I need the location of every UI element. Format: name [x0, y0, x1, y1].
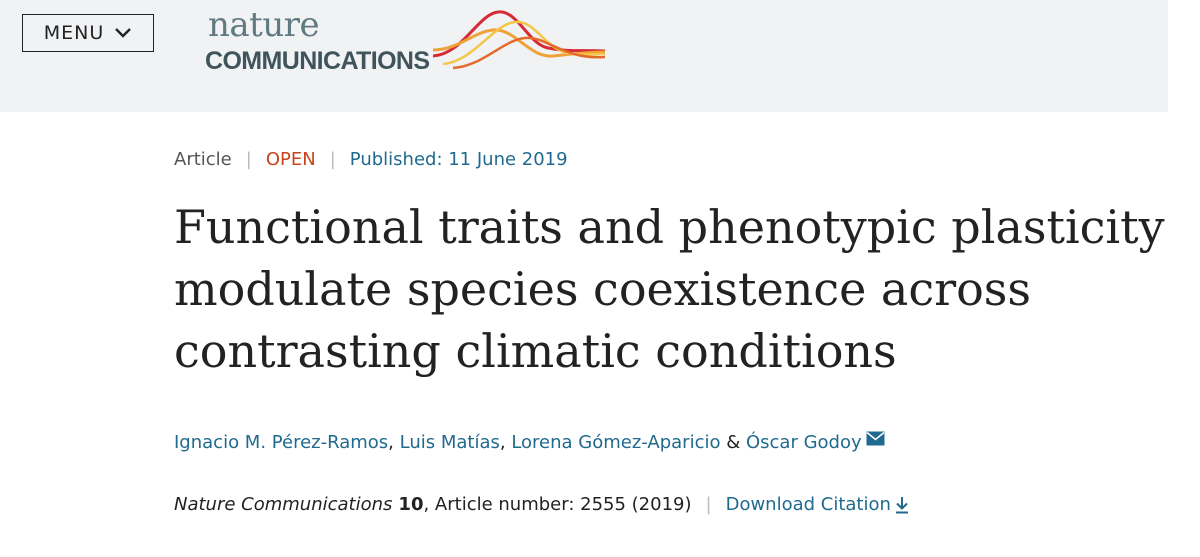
logo-nature-text: nature [208, 5, 320, 45]
published-date: Published: 11 June 2019 [349, 149, 568, 170]
article-meta: Article | OPEN | Published: 11 June 2019 [174, 149, 568, 170]
volume-number: 10 [398, 494, 424, 515]
author-link[interactable]: Óscar Godoy [745, 432, 862, 453]
author-link[interactable]: Luis Matías [399, 432, 500, 453]
mail-icon[interactable] [866, 431, 885, 446]
author-separator: , [388, 432, 400, 453]
menu-button[interactable]: MENU [22, 14, 154, 52]
citation-separator: | [705, 494, 712, 515]
meta-separator: | [245, 149, 252, 170]
logo-waves-icon [433, 10, 605, 70]
author-separator: , [499, 432, 512, 453]
download-citation-label: Download Citation [725, 494, 891, 515]
menu-label: MENU [43, 22, 105, 44]
article-number: , Article number: 2555 (2019) [423, 494, 692, 515]
download-icon [895, 496, 908, 513]
open-access-badge: OPEN [265, 149, 316, 170]
chevron-down-icon [115, 28, 132, 38]
journal-logo[interactable]: nature COMMUNICATIONS [205, 4, 605, 76]
author-separator: & [720, 432, 746, 453]
article-type: Article [174, 149, 232, 170]
logo-communications-text: COMMUNICATIONS [205, 47, 430, 75]
journal-name: Nature Communications [174, 494, 393, 515]
author-list: Ignacio M. Pérez-Ramos, Luis Matías, Lor… [174, 431, 885, 453]
download-citation-link[interactable]: Download Citation [726, 494, 909, 515]
article-title: Functional traits and phenotypic plastic… [174, 200, 1165, 378]
site-header: MENU nature COMMUNICATIONS [0, 0, 1168, 112]
meta-separator: | [329, 149, 336, 170]
author-link[interactable]: Ignacio M. Pérez-Ramos [174, 432, 389, 453]
author-link[interactable]: Lorena Gómez-Aparicio [511, 432, 721, 453]
citation-line: Nature Communications 10 , Article numbe… [174, 494, 909, 515]
